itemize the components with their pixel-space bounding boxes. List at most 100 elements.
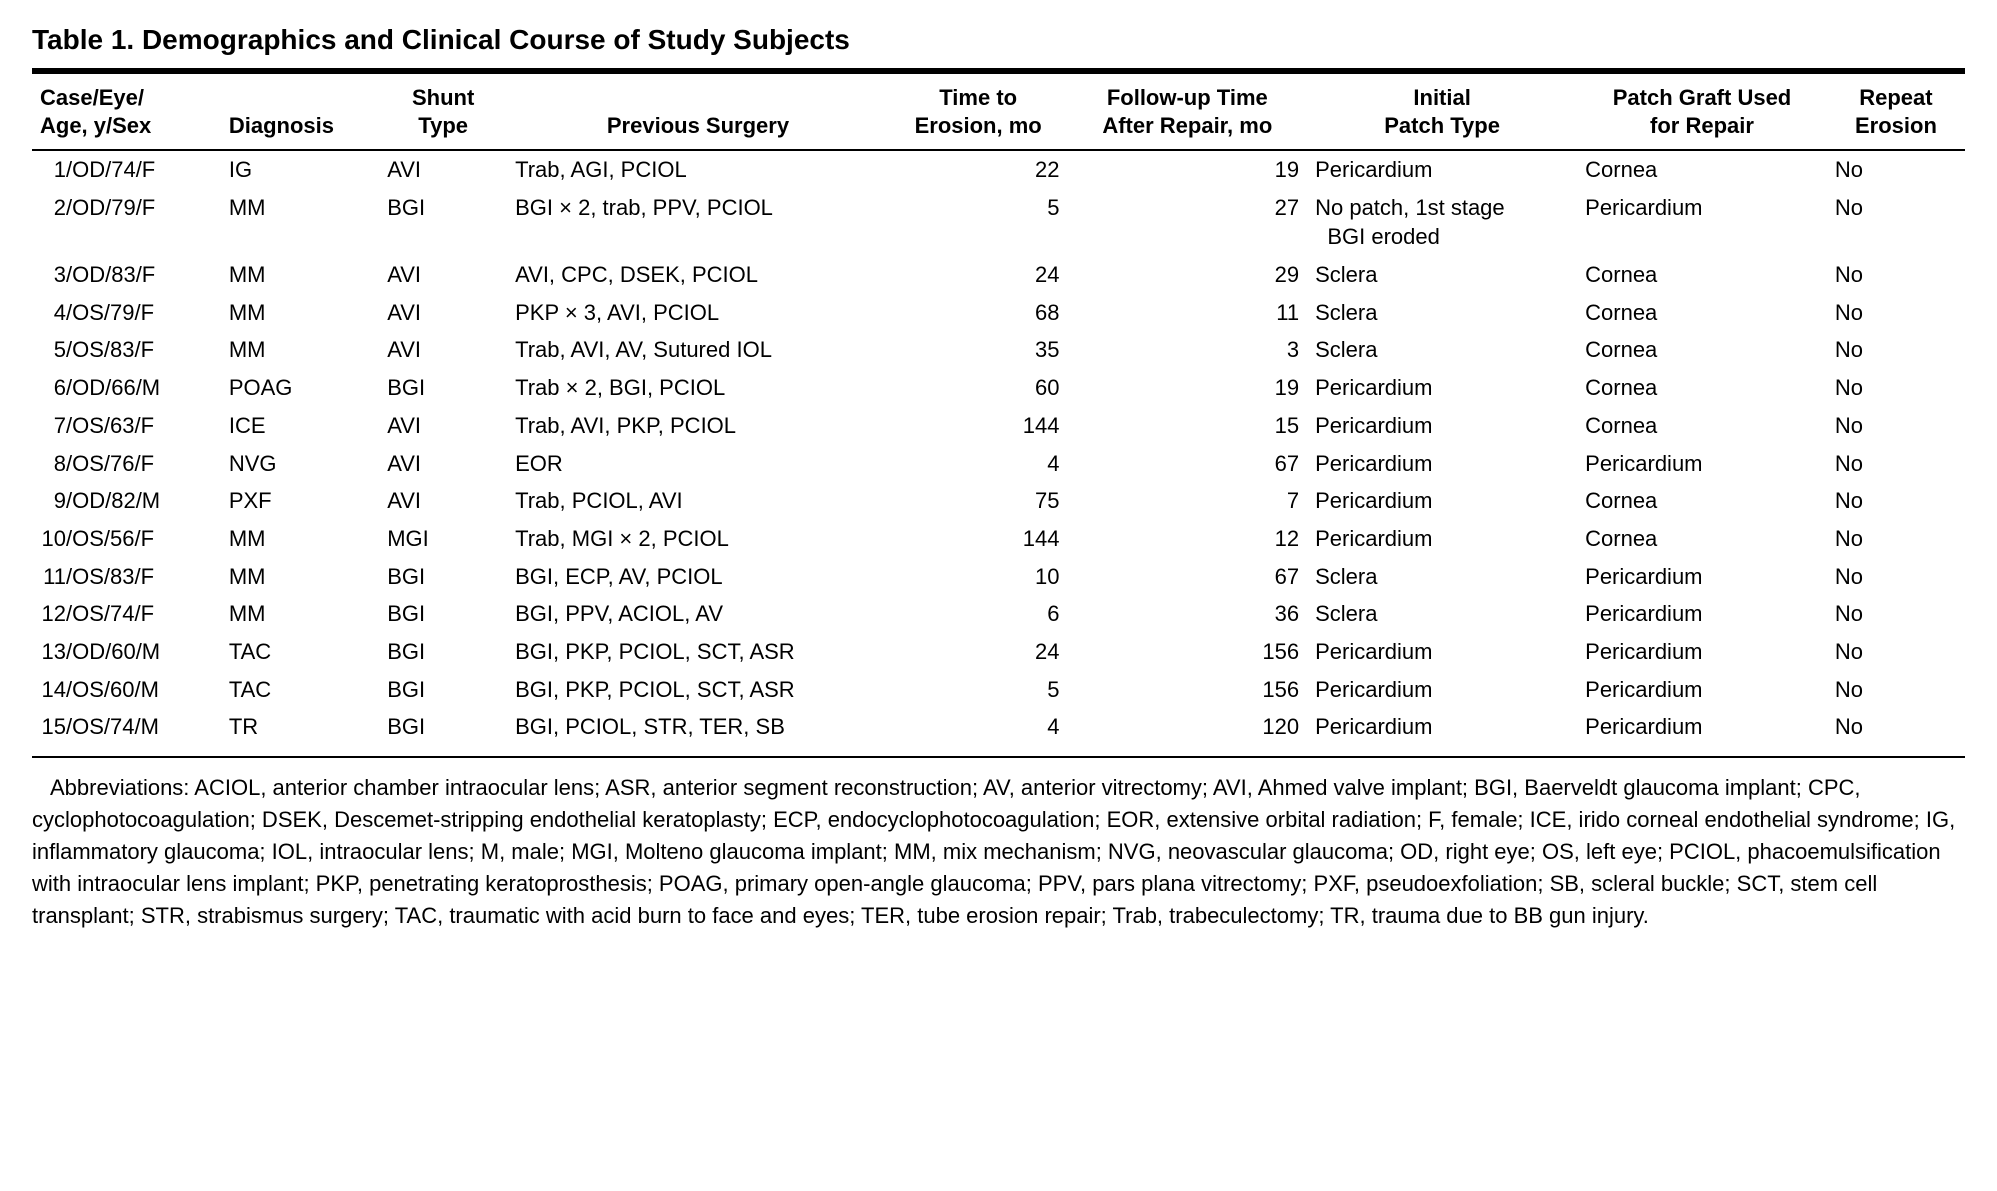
cell-repair: Pericardium (1577, 633, 1827, 671)
cell-case: 14/OS/60/M (32, 671, 221, 709)
cell-repeat: No (1827, 671, 1965, 709)
cell-repair: Cornea (1577, 520, 1827, 558)
cell-case: 2/OD/79/F (32, 189, 221, 256)
cell-repair: Pericardium (1577, 189, 1827, 256)
cell-follow: 156 (1068, 633, 1308, 671)
cell-follow: 36 (1068, 595, 1308, 633)
cell-case: 9/OD/82/M (32, 482, 221, 520)
col-follow: Follow-up TimeAfter Repair, mo (1068, 74, 1308, 150)
cell-shunt: BGI (379, 633, 507, 671)
cell-time: 68 (889, 294, 1068, 332)
cell-prev: BGI, PKP, PCIOL, SCT, ASR (507, 633, 889, 671)
cell-prev: BGI × 2, trab, PPV, PCIOL (507, 189, 889, 256)
table-row: 4/OS/79/FMMAVIPKP × 3, AVI, PCIOL6811Scl… (32, 294, 1965, 332)
cell-repeat: No (1827, 558, 1965, 596)
cell-follow: 67 (1068, 445, 1308, 483)
cell-shunt: BGI (379, 558, 507, 596)
table-row: 5/OS/83/FMMAVITrab, AVI, AV, Sutured IOL… (32, 331, 1965, 369)
cell-diag: IG (221, 150, 379, 189)
cell-shunt: BGI (379, 708, 507, 746)
cell-diag: MM (221, 189, 379, 256)
cell-repair: Pericardium (1577, 445, 1827, 483)
cell-follow: 27 (1068, 189, 1308, 256)
table-container: Table 1. Demographics and Clinical Cours… (32, 24, 1965, 931)
col-time: Time toErosion, mo (889, 74, 1068, 150)
cell-initial: Pericardium (1307, 407, 1577, 445)
col-shunt: ShuntType (379, 74, 507, 150)
cell-follow: 19 (1068, 150, 1308, 189)
cell-shunt: AVI (379, 482, 507, 520)
cell-time: 144 (889, 407, 1068, 445)
cell-prev: Trab, MGI × 2, PCIOL (507, 520, 889, 558)
cell-shunt: AVI (379, 407, 507, 445)
cell-diag: MM (221, 520, 379, 558)
cell-follow: 19 (1068, 369, 1308, 407)
cell-repeat: No (1827, 256, 1965, 294)
cell-time: 6 (889, 595, 1068, 633)
cell-time: 60 (889, 369, 1068, 407)
cell-prev: AVI, CPC, DSEK, PCIOL (507, 256, 889, 294)
cell-repair: Cornea (1577, 482, 1827, 520)
cell-diag: MM (221, 331, 379, 369)
cell-case: 11/OS/83/F (32, 558, 221, 596)
cell-initial: No patch, 1st stage BGI eroded (1307, 189, 1577, 256)
cell-case: 1/OD/74/F (32, 150, 221, 189)
cell-repeat: No (1827, 331, 1965, 369)
cell-case: 4/OS/79/F (32, 294, 221, 332)
cell-case: 6/OD/66/M (32, 369, 221, 407)
table-row: 1/OD/74/FIGAVITrab, AGI, PCIOL2219Perica… (32, 150, 1965, 189)
rule-bottom-thin (32, 756, 1965, 758)
cell-time: 35 (889, 331, 1068, 369)
cell-time: 144 (889, 520, 1068, 558)
cell-initial: Sclera (1307, 331, 1577, 369)
table-header: Case/Eye/Age, y/Sex Diagnosis ShuntType … (32, 74, 1965, 150)
cell-initial: Pericardium (1307, 520, 1577, 558)
cell-shunt: AVI (379, 294, 507, 332)
cell-initial: Pericardium (1307, 445, 1577, 483)
cell-shunt: AVI (379, 331, 507, 369)
cell-shunt: AVI (379, 445, 507, 483)
cell-shunt: BGI (379, 671, 507, 709)
cell-follow: 67 (1068, 558, 1308, 596)
cell-diag: TR (221, 708, 379, 746)
cell-repeat: No (1827, 445, 1965, 483)
col-diag: Diagnosis (221, 74, 379, 150)
cell-prev: Trab × 2, BGI, PCIOL (507, 369, 889, 407)
cell-follow: 3 (1068, 331, 1308, 369)
cell-initial: Pericardium (1307, 708, 1577, 746)
data-table: Case/Eye/Age, y/Sex Diagnosis ShuntType … (32, 74, 1965, 746)
cell-follow: 15 (1068, 407, 1308, 445)
cell-repeat: No (1827, 369, 1965, 407)
cell-case: 7/OS/63/F (32, 407, 221, 445)
cell-prev: PKP × 3, AVI, PCIOL (507, 294, 889, 332)
cell-diag: MM (221, 256, 379, 294)
cell-follow: 12 (1068, 520, 1308, 558)
cell-repair: Cornea (1577, 369, 1827, 407)
cell-initial: Sclera (1307, 256, 1577, 294)
col-case: Case/Eye/Age, y/Sex (32, 74, 221, 150)
cell-repeat: No (1827, 708, 1965, 746)
cell-prev: Trab, AGI, PCIOL (507, 150, 889, 189)
cell-initial: Pericardium (1307, 482, 1577, 520)
table-row: 12/OS/74/FMMBGIBGI, PPV, ACIOL, AV636Scl… (32, 595, 1965, 633)
cell-prev: Trab, AVI, PKP, PCIOL (507, 407, 889, 445)
cell-case: 15/OS/74/M (32, 708, 221, 746)
cell-diag: MM (221, 294, 379, 332)
cell-diag: ICE (221, 407, 379, 445)
cell-repair: Cornea (1577, 294, 1827, 332)
cell-prev: BGI, PCIOL, STR, TER, SB (507, 708, 889, 746)
cell-repair: Pericardium (1577, 708, 1827, 746)
cell-repeat: No (1827, 294, 1965, 332)
cell-case: 13/OD/60/M (32, 633, 221, 671)
cell-time: 24 (889, 633, 1068, 671)
cell-time: 4 (889, 445, 1068, 483)
cell-diag: POAG (221, 369, 379, 407)
col-initial: InitialPatch Type (1307, 74, 1577, 150)
cell-case: 3/OD/83/F (32, 256, 221, 294)
cell-initial: Sclera (1307, 595, 1577, 633)
cell-prev: EOR (507, 445, 889, 483)
cell-shunt: BGI (379, 595, 507, 633)
cell-initial: Pericardium (1307, 369, 1577, 407)
table-row: 15/OS/74/MTRBGIBGI, PCIOL, STR, TER, SB4… (32, 708, 1965, 746)
cell-follow: 156 (1068, 671, 1308, 709)
